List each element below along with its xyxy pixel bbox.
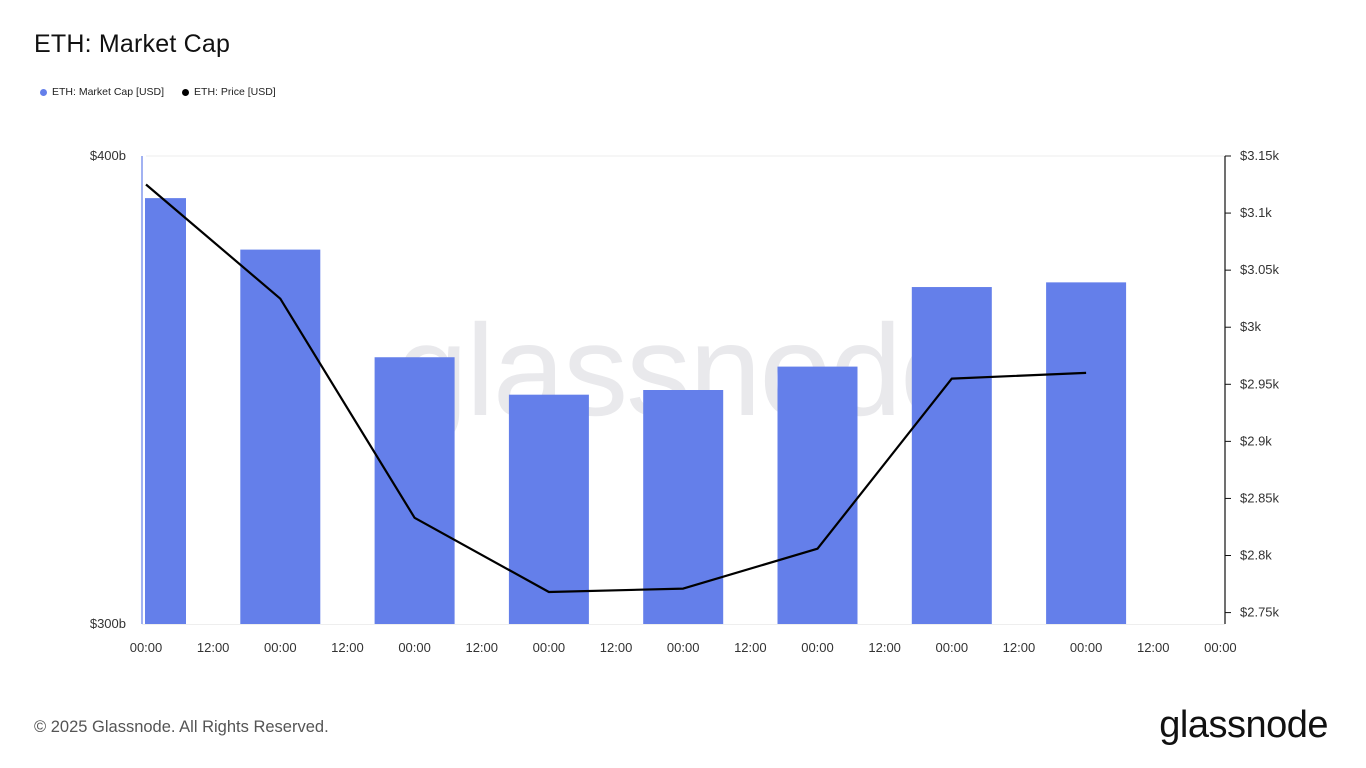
x-tick-label: 00:00: [130, 640, 163, 655]
x-tick-label: 00:00: [667, 640, 700, 655]
y-right-tick-label: $2.75k: [1240, 605, 1280, 620]
glassnode-logo: glassnode: [1159, 704, 1328, 746]
legend-item-price[interactable]: ETH: Price [USD]: [182, 86, 276, 98]
copyright-text: © 2025 Glassnode. All Rights Reserved.: [34, 718, 329, 736]
legend-label-market-cap: ETH: Market Cap [USD]: [52, 86, 165, 98]
x-tick-label: 12:00: [465, 640, 498, 655]
x-tick-label: 12:00: [331, 640, 364, 655]
x-tick-label: 00:00: [533, 640, 566, 655]
line-price: [145, 183, 1087, 594]
y-right-tick-label: $2.9k: [1240, 433, 1272, 448]
y-right-tick-label: $3.1k: [1240, 205, 1272, 220]
bar-market-cap-4: [643, 390, 724, 624]
bar-market-cap-1: [240, 249, 321, 624]
bar-market-cap-3: [508, 394, 589, 624]
legend-item-market-cap[interactable]: ETH: Market Cap [USD]: [40, 86, 164, 98]
legend-label-price: ETH: Price [USD]: [194, 86, 276, 98]
x-tick-label: 12:00: [600, 640, 633, 655]
y-right-tick-label: $2.95k: [1240, 376, 1280, 391]
x-tick-label: 12:00: [734, 640, 767, 655]
y-right-tick-label: $3.15k: [1240, 148, 1280, 163]
x-tick-label: 00:00: [936, 640, 969, 655]
bar-market-cap-5: [777, 366, 858, 624]
x-tick-label: 00:00: [264, 640, 297, 655]
legend: ETH: Market Cap [USD] ETH: Price [USD]: [40, 86, 276, 98]
y-left-tick-label: $400b: [90, 148, 126, 163]
x-tick-label: 12:00: [868, 640, 901, 655]
x-tick-label: 00:00: [801, 640, 834, 655]
y-right-tick-label: $3k: [1240, 319, 1261, 334]
x-tick-label: 12:00: [197, 640, 230, 655]
x-tick-label: 00:00: [1204, 640, 1237, 655]
bar-market-cap-7: [1046, 282, 1127, 624]
y-right-tick-label: $2.8k: [1240, 548, 1272, 563]
x-tick-label: 12:00: [1003, 640, 1036, 655]
chart-title: ETH: Market Cap: [34, 30, 231, 58]
legend-marker-market-cap: [40, 88, 47, 96]
bar-market-cap-0: [145, 198, 186, 624]
y-right-tick-label: $2.85k: [1240, 490, 1280, 505]
x-tick-label: 00:00: [398, 640, 431, 655]
bar-market-cap-2: [374, 357, 455, 624]
bar-market-cap-6: [911, 287, 992, 624]
y-left-tick-label: $300b: [90, 616, 126, 631]
x-tick-label: 00:00: [1070, 640, 1103, 655]
x-tick-label: 12:00: [1137, 640, 1170, 655]
y-right-tick-label: $3.05k: [1240, 262, 1280, 277]
legend-marker-price: [182, 88, 190, 96]
